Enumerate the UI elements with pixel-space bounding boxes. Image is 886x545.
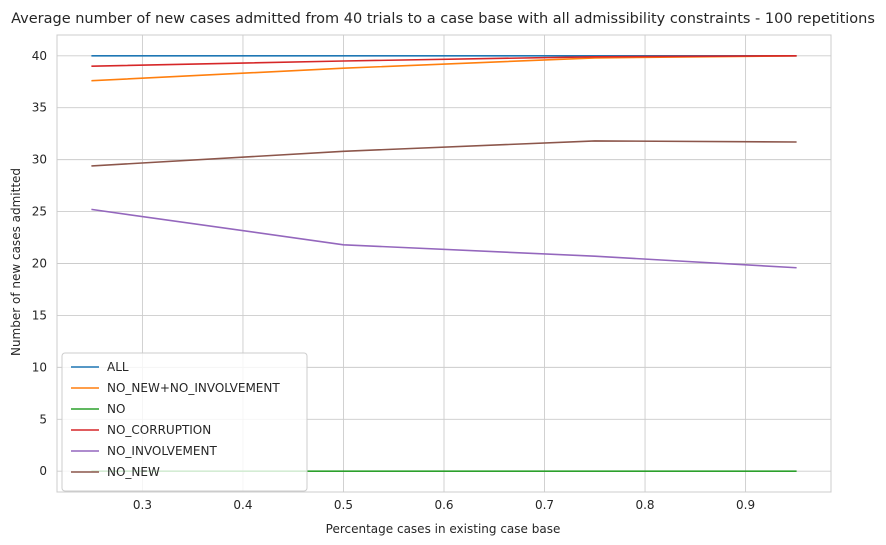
y-tick-label: 40	[32, 49, 47, 63]
x-tick-label: 0.5	[334, 498, 353, 512]
chart-title: Average number of new cases admitted fro…	[11, 11, 875, 27]
legend-box	[61, 352, 308, 492]
legend-label: NO_NEW+NO_INVOLVEMENT	[107, 381, 280, 395]
y-axis-title: Number of new cases admitted	[9, 168, 23, 356]
y-tick-label: 20	[32, 257, 47, 271]
y-tick-label: 25	[32, 205, 47, 219]
series-line-no-involvement	[91, 208, 797, 269]
y-tick-label: 30	[32, 153, 47, 167]
series-line-no-corruption	[91, 54, 797, 68]
y-axis-ticks: 0 5 10 15 20 25 30 35 40	[32, 49, 47, 478]
plot-frame	[56, 34, 832, 493]
x-tick-label: 0.7	[535, 498, 554, 512]
x-tick-label: 0.3	[133, 498, 152, 512]
legend-label: ALL	[107, 360, 129, 374]
y-tick-label: 15	[32, 308, 47, 322]
legend-label: NO	[107, 402, 125, 416]
x-tick-label: 0.6	[434, 498, 453, 512]
x-axis-title: Percentage cases in existing case base	[326, 522, 561, 536]
y-tick-label: 0	[39, 464, 47, 478]
legend-label: NO_CORRUPTION	[107, 423, 211, 437]
x-axis-ticks: 0.3 0.4 0.5 0.6 0.7 0.8 0.9	[133, 498, 755, 512]
x-tick-label: 0.8	[635, 498, 654, 512]
series-line-no-new	[91, 140, 797, 167]
y-tick-label: 35	[32, 101, 47, 115]
x-tick-label: 0.4	[233, 498, 252, 512]
x-tick-label: 0.9	[736, 498, 755, 512]
legend-label: NO_NEW	[107, 465, 160, 479]
legend-label: NO_INVOLVEMENT	[107, 444, 217, 458]
y-tick-label: 10	[32, 360, 47, 374]
y-tick-label: 5	[39, 412, 47, 426]
legend: ALL NO_NEW+NO_INVOLVEMENT NO NO_CORRUPTION N…	[61, 352, 308, 492]
